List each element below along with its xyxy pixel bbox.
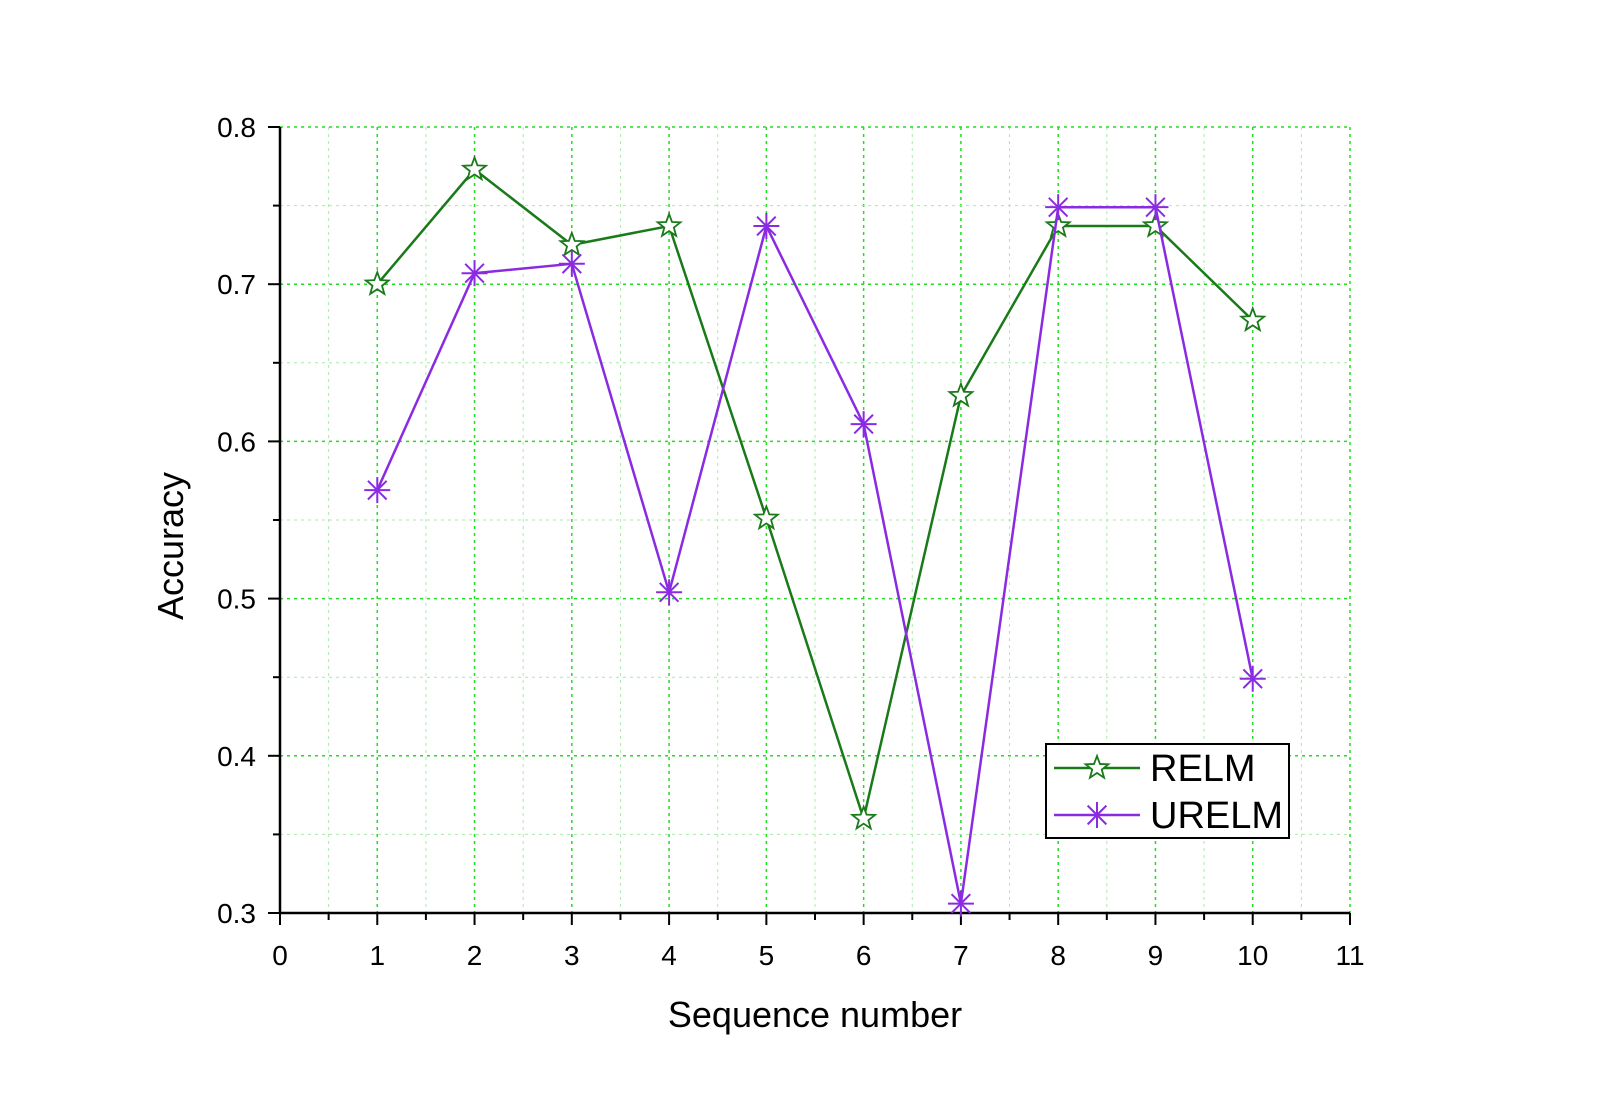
legend-marker-urelm bbox=[1084, 802, 1110, 828]
data-point-relm bbox=[752, 503, 781, 531]
data-point-relm bbox=[557, 230, 586, 257]
x-tick-label: 7 bbox=[953, 940, 969, 971]
legend-label-urelm: URELM bbox=[1150, 795, 1283, 837]
x-tick-label: 2 bbox=[467, 940, 483, 971]
x-tick-label: 8 bbox=[1050, 940, 1066, 971]
data-point-urelm bbox=[461, 260, 488, 287]
y-tick-label: 0.5 bbox=[217, 584, 256, 615]
data-point-relm bbox=[947, 381, 975, 408]
x-tick-label: 10 bbox=[1237, 940, 1268, 971]
y-tick-label: 0.7 bbox=[217, 269, 256, 300]
data-point-urelm bbox=[656, 579, 683, 606]
data-point-relm bbox=[1238, 305, 1267, 333]
axes: 0 1 2 3 4 5 6 7 8 9 10 11 0.3 0.4 0.5 0.6 0.7 0.8 bbox=[217, 112, 1364, 971]
data-point-relm bbox=[460, 154, 489, 182]
data-point-urelm-stroke bbox=[367, 480, 388, 501]
x-tick-label: 9 bbox=[1148, 940, 1164, 971]
data-point-urelm bbox=[947, 890, 974, 917]
data-point-relm bbox=[1141, 211, 1170, 238]
data-point-urelm bbox=[753, 213, 780, 240]
data-point-urelm bbox=[558, 250, 585, 277]
series-line-relm bbox=[376, 167, 1254, 824]
legend-marker-urelm-stroke bbox=[1086, 804, 1108, 826]
data-point-urelm-stroke bbox=[853, 414, 874, 435]
legend-marker-relm bbox=[1083, 753, 1111, 780]
data-point-relm bbox=[655, 211, 683, 238]
legend-box bbox=[1045, 743, 1290, 839]
data-point-urelm-stroke bbox=[950, 893, 971, 914]
data-point-urelm-stroke bbox=[1242, 668, 1263, 689]
data-point-urelm bbox=[1045, 194, 1072, 221]
x-tick-label: 5 bbox=[759, 940, 775, 971]
y-tick-label: 0.3 bbox=[217, 898, 256, 929]
series-line-urelm bbox=[376, 205, 1254, 904]
data-point-relm bbox=[849, 804, 878, 831]
y-tick-label: 0.8 bbox=[217, 112, 256, 143]
data-point-urelm bbox=[1142, 194, 1169, 221]
data-point-urelm-stroke bbox=[464, 263, 485, 284]
x-tick-label: 0 bbox=[272, 940, 288, 971]
data-point-urelm bbox=[850, 411, 877, 438]
x-tick-label: 4 bbox=[661, 940, 677, 971]
legend: RELM URELM bbox=[1045, 743, 1290, 839]
data-point-urelm bbox=[1239, 665, 1266, 692]
data-point-urelm-stroke bbox=[756, 215, 777, 237]
x-tick-label: 3 bbox=[564, 940, 580, 971]
x-tick-label: 11 bbox=[1335, 940, 1364, 971]
x-tick-label: 6 bbox=[856, 940, 872, 971]
x-axis-title: Sequence number bbox=[668, 994, 962, 1035]
data-point-relm bbox=[1044, 211, 1073, 238]
x-tick-label: 1 bbox=[369, 940, 385, 971]
data-point-urelm bbox=[364, 477, 391, 504]
y-tick-label: 0.6 bbox=[217, 426, 256, 457]
data-point-urelm-stroke bbox=[659, 582, 680, 603]
data-point-relm bbox=[363, 269, 392, 297]
data-point-urelm-stroke bbox=[1145, 197, 1166, 218]
y-tick-label: 0.4 bbox=[217, 741, 256, 772]
data-point-urelm-stroke bbox=[1048, 197, 1069, 218]
y-axis-title: Accuracy bbox=[150, 472, 191, 620]
legend-label-relm: RELM bbox=[1150, 748, 1256, 790]
data-point-urelm-stroke bbox=[561, 253, 582, 274]
series-layer bbox=[363, 154, 1267, 917]
